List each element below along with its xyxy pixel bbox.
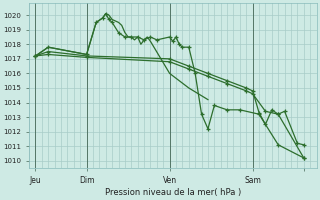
X-axis label: Pression niveau de la mer( hPa ): Pression niveau de la mer( hPa ) (105, 188, 241, 197)
